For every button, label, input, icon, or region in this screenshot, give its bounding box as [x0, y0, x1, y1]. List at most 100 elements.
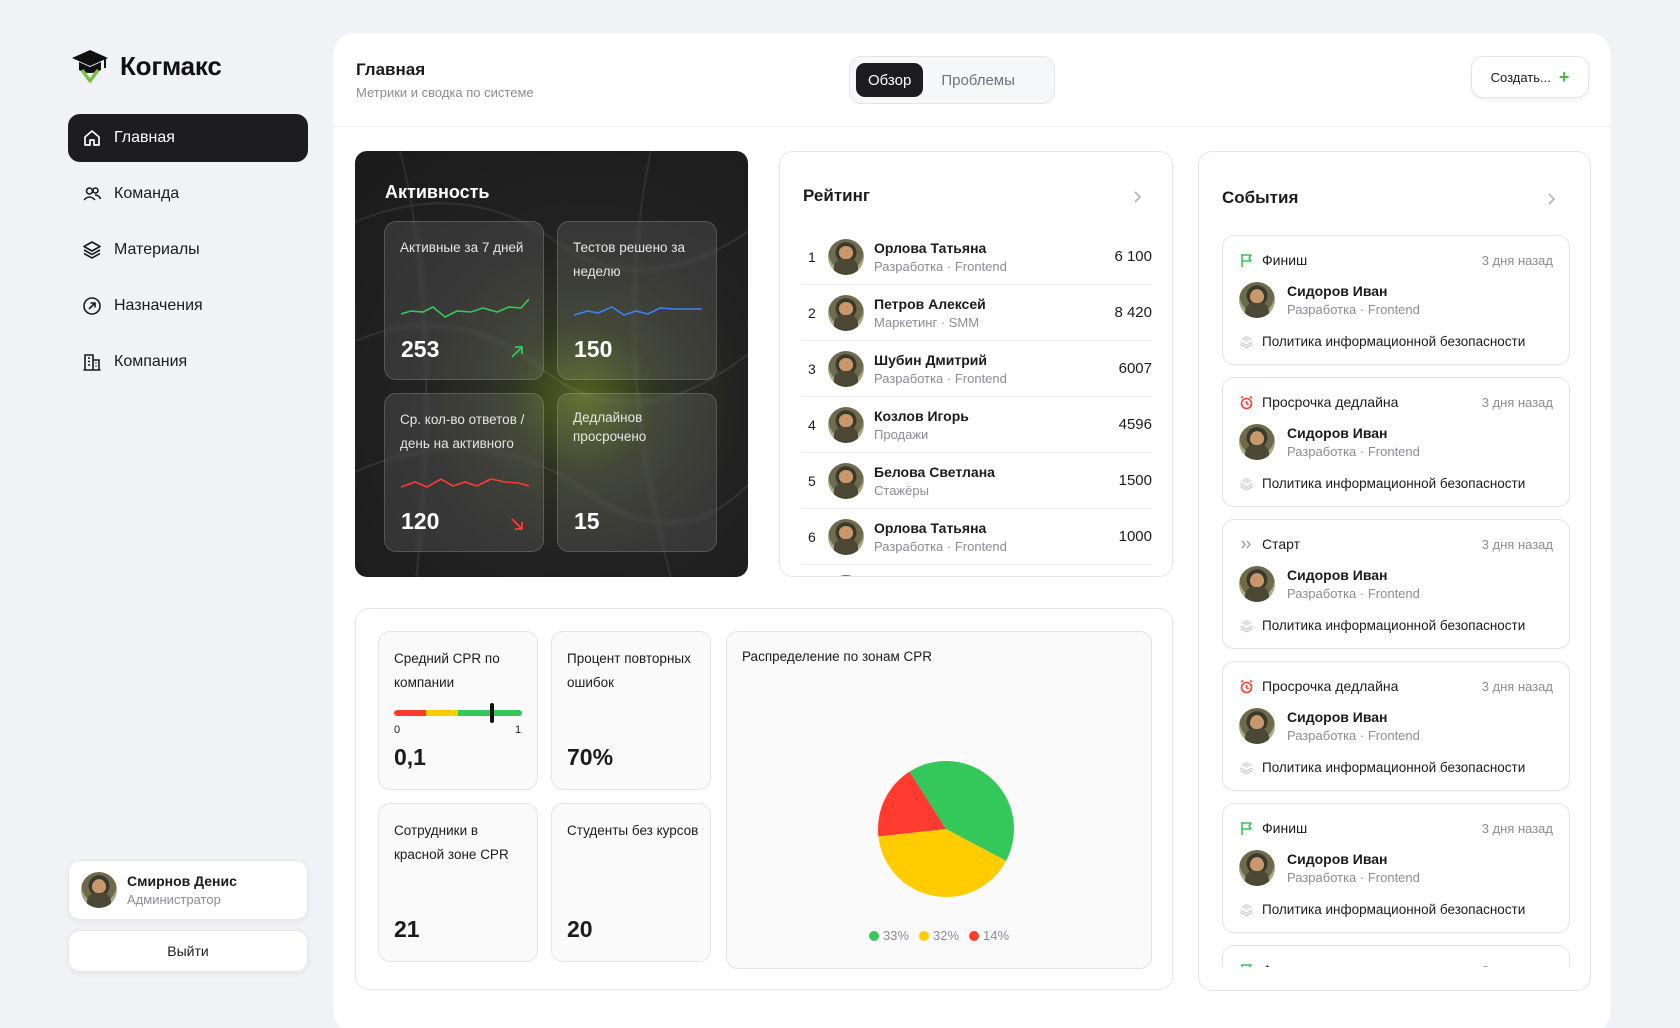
- flag-icon: [1241, 253, 1252, 267]
- home-icon: [84, 130, 100, 146]
- event-card[interactable]: Просрочка дедлайна 3 дня назад Сидоров Ива…: [1222, 377, 1570, 507]
- graduation-cap-icon: [72, 50, 108, 83]
- employee-name: Сидоров Иван: [1287, 851, 1388, 867]
- activity-card: Активность Активные за 7 дней 253 Тестов…: [355, 151, 748, 577]
- rank-number: 5: [808, 472, 816, 489]
- sidebar-item-assignments[interactable]: Назначения: [68, 282, 308, 330]
- stat-label: Средний CPR по компании: [394, 651, 500, 690]
- stat-repeat-errors[interactable]: Процент повторных ошибок 70%: [551, 631, 711, 790]
- table-row[interactable]: 3 Шубин Дмитрий Разработка · Frontend 6007: [802, 341, 1152, 397]
- sparkline-blue: [574, 306, 702, 316]
- event-card[interactable]: Просрочка дедлайна 3 дня назад Сидоров Ива…: [1222, 661, 1570, 791]
- event-type: Финиш: [1239, 252, 1307, 268]
- event-user: Сидоров Иван Разработка · Frontend: [1239, 424, 1420, 460]
- rank-info: Орлова Татьяна Разработка · Frontend: [874, 240, 1114, 274]
- stat-value: 120: [401, 508, 440, 534]
- users-icon: [83, 187, 102, 201]
- event-type: Старт: [1239, 536, 1300, 552]
- building-icon: [83, 354, 101, 371]
- view-tabs: Обзор Проблемы: [849, 56, 1055, 104]
- employee-dept: Продажи: [874, 426, 929, 442]
- employee-dept: Разработка · Frontend: [874, 258, 1007, 274]
- sidebar-item-team[interactable]: Команда: [68, 170, 308, 218]
- stat-red-zone[interactable]: Сотрудники в красной зоне CPR 21: [378, 803, 538, 962]
- sparkline-green: [401, 298, 529, 318]
- employee-dept: Разработка · Frontend: [1287, 870, 1420, 885]
- event-card[interactable]: Старт 3 дня назад Сидоров Иван Разработка ·…: [1222, 519, 1570, 649]
- event-time: 3 дня назад: [1481, 821, 1553, 836]
- avatar: [1239, 282, 1275, 318]
- current-user-card[interactable]: Смирнов Денис Администратор: [68, 860, 308, 920]
- rank-info: Шубин Дмитрий Разработка · Frontend: [874, 352, 1119, 386]
- employee-name: Шубин Дмитрий: [874, 351, 988, 368]
- rank-number: 4: [808, 416, 816, 433]
- stat-answers-per-day[interactable]: Ср. кол-во ответов / день на активного 1…: [384, 393, 544, 552]
- avatar: [828, 238, 864, 275]
- employee-dept: Разработка · Frontend: [1287, 728, 1420, 743]
- table-row[interactable]: 1 Орлова Татьяна Разработка · Frontend 6 10…: [802, 229, 1152, 285]
- brand-logo[interactable]: Когмакс: [70, 48, 222, 84]
- sidebar-item-home[interactable]: Главная: [68, 114, 308, 162]
- page-title: Главная: [356, 60, 426, 79]
- rating-card: Рейтинг 1 Орлова Татьяна Разработка · Fron…: [779, 151, 1173, 577]
- tab-overview[interactable]: Обзор: [856, 63, 924, 97]
- stat-label: Дедлайнов просрочено: [573, 410, 647, 444]
- create-button-label: Создать...: [1490, 69, 1551, 85]
- table-row[interactable]: 5 Белова Светлана Стажёры 1500: [802, 453, 1152, 509]
- course-name: Политика информационной безопасности: [1262, 476, 1526, 491]
- stat-avg-cpr[interactable]: Средний CPR по компании 0 1 0,1: [378, 631, 538, 790]
- events-title: События: [1222, 188, 1299, 207]
- stat-tests-week[interactable]: Тестов решено за неделю 150: [557, 221, 717, 380]
- create-button[interactable]: Создать... +: [1471, 56, 1589, 98]
- legend-item: 33%: [868, 928, 909, 943]
- legend-label: 14%: [983, 928, 1010, 943]
- topbar: Главная Метрики и сводка по системе Обзо…: [333, 33, 1611, 127]
- event-type-label: Просрочка дедлайна: [1262, 394, 1399, 410]
- event-course: Политика информационной безопасности: [1239, 334, 1525, 349]
- cpr-marker: [490, 703, 494, 723]
- course-name: Политика информационной безопасности: [1262, 760, 1526, 775]
- avatar: [828, 518, 864, 555]
- pie-slice-0: [909, 761, 1014, 861]
- table-row[interactable]: 6 Орлова Татьяна Разработка · Frontend 1000: [802, 509, 1152, 565]
- stat-value: 0,1: [394, 744, 426, 770]
- stat-value: 21: [394, 916, 420, 942]
- employee-dept: Разработка · Frontend: [1287, 302, 1420, 317]
- table-row[interactable]: 2 Петров Алексей Маркетинг · SMM 8 420: [802, 285, 1152, 341]
- chevron-right-icon[interactable]: [1130, 190, 1144, 204]
- score: 6 100: [1114, 248, 1152, 265]
- event-type: Финиш: [1239, 820, 1307, 836]
- sidebar-item-company[interactable]: Компания: [68, 338, 308, 386]
- stat-value: 20: [567, 916, 593, 942]
- stat-no-courses[interactable]: Студенты без курсов 20: [551, 803, 711, 962]
- logout-button[interactable]: Выйти: [68, 930, 308, 972]
- table-row[interactable]: 4 Козлов Игорь Продажи 4596: [802, 397, 1152, 453]
- stat-overdue-deadlines[interactable]: Дедлайнов просрочено 15: [557, 393, 717, 552]
- event-card[interactable]: Финиш 3 дня назад Сидоров Иван Разработка ·…: [1222, 803, 1570, 933]
- legend-item: 32%: [918, 928, 959, 943]
- event-time: 3 дня назад: [1481, 395, 1553, 410]
- plus-icon: +: [1558, 67, 1570, 87]
- employee-name: Орлова Татьяна: [874, 519, 987, 536]
- stat-active-7d[interactable]: Активные за 7 дней 253: [384, 221, 544, 380]
- event-course: Политика информационной безопасности: [1239, 618, 1525, 633]
- event-course: Политика информационной безопасности: [1239, 902, 1525, 917]
- tab-problems[interactable]: Проблемы: [941, 71, 1015, 89]
- sidebar-item-materials[interactable]: Материалы: [68, 226, 308, 274]
- rank-info: Белова Светлана Стажёры: [874, 464, 1119, 498]
- events-card: События Финиш 3 дня назад Сидоров Иван Разр…: [1198, 151, 1591, 991]
- stat-label: Ср. кол-во ответов / день на активного: [400, 412, 525, 451]
- legend-dot: [918, 930, 929, 941]
- trend-up-icon: [511, 346, 523, 358]
- layers-icon: [1240, 619, 1253, 633]
- employee-dept: Стажёры: [874, 482, 929, 498]
- flag-icon: [1241, 963, 1252, 967]
- event-user-info: Сидоров Иван Разработка · Frontend: [1287, 425, 1420, 459]
- employee-name: Сидоров Иван: [1287, 283, 1388, 299]
- chevron-right-icon[interactable]: [1544, 192, 1558, 206]
- event-type-label: Финиш: [1262, 252, 1308, 268]
- course-name: Политика информационной безопасности: [1262, 618, 1526, 633]
- employee-dept: Разработка · Frontend: [874, 538, 1007, 554]
